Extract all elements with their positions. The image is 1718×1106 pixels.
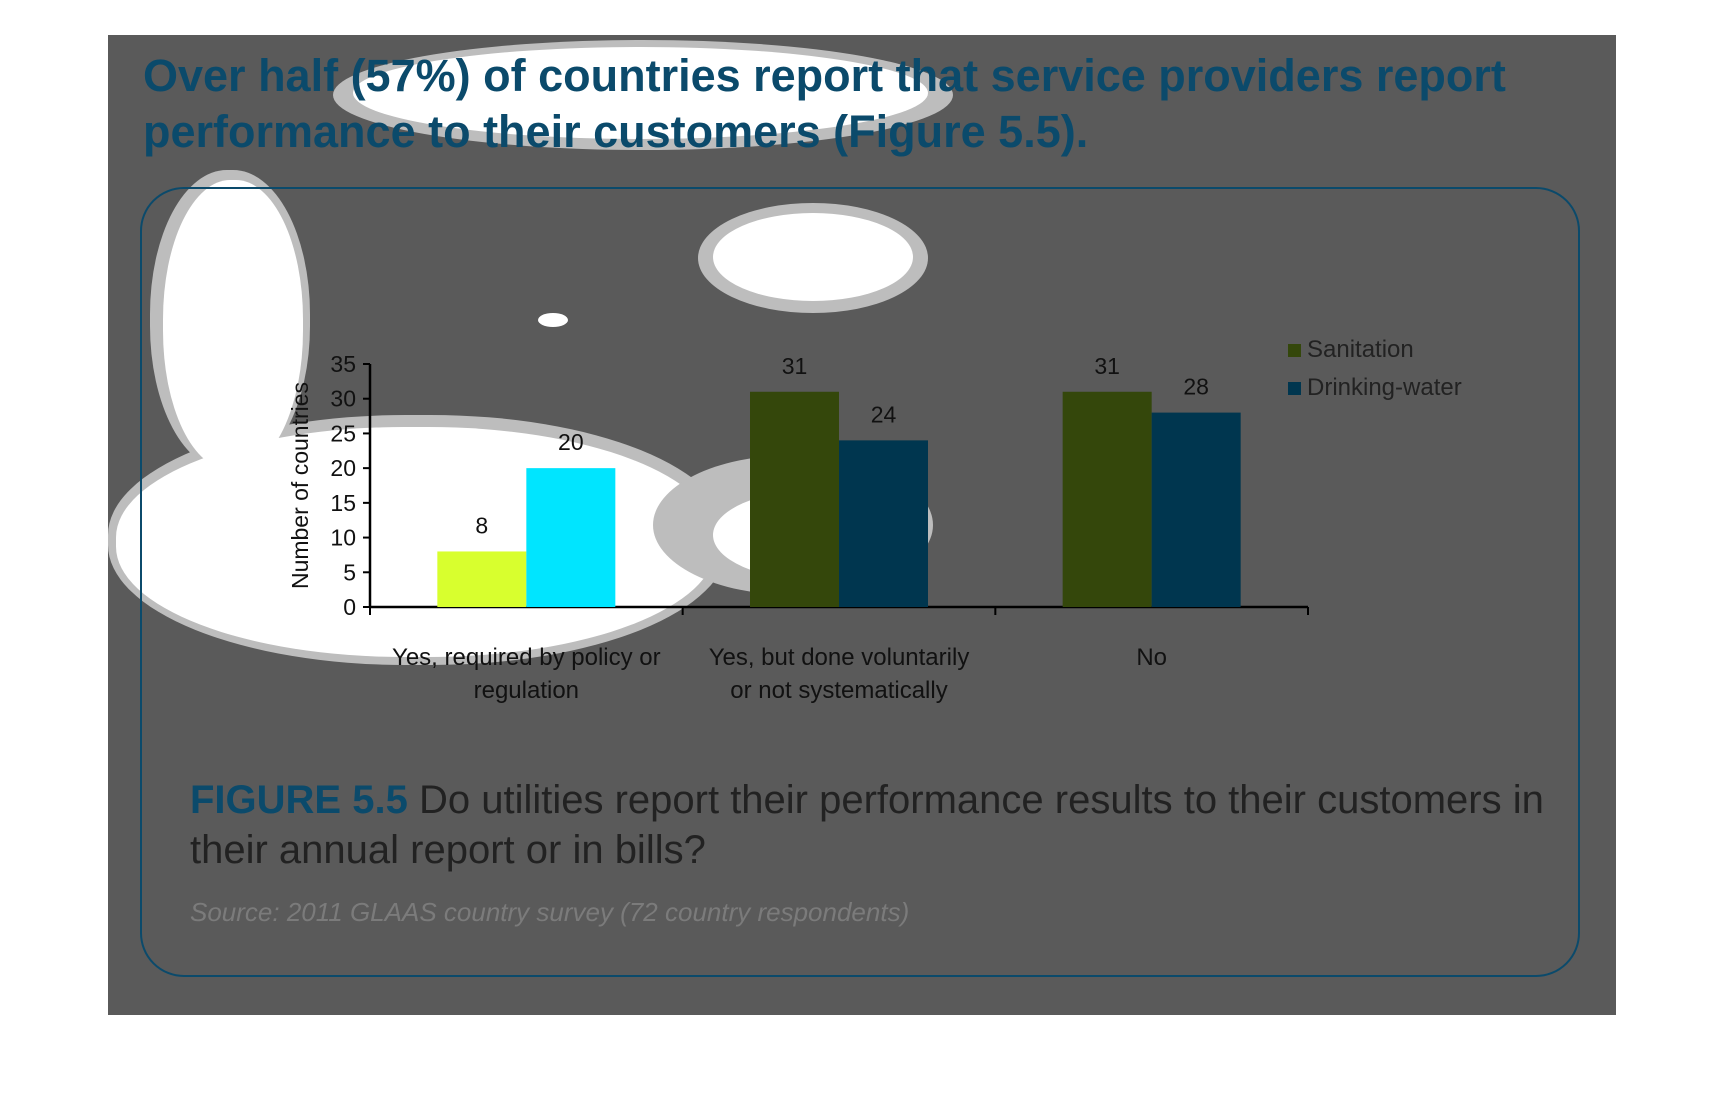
x-category-label: regulation bbox=[474, 677, 579, 704]
x-category-label: Yes, required by policy or bbox=[392, 644, 661, 671]
bar-chart: 0 5 10 15 20 25 30 35 Number of countries 8 20 Yes,… bbox=[287, 351, 1309, 704]
y-tick-label: 30 bbox=[330, 386, 356, 412]
data-label: 28 bbox=[1183, 374, 1209, 400]
x-category-label: Yes, but done voluntarily bbox=[709, 644, 970, 671]
x-category-label: No bbox=[1136, 644, 1167, 671]
y-tick-label: 10 bbox=[330, 525, 356, 551]
legend-swatch-sanitation bbox=[1288, 343, 1301, 357]
headline: Over half (57%) of countries report that… bbox=[143, 50, 1506, 157]
figure-frame bbox=[140, 187, 1580, 977]
highlight-blob bbox=[353, 47, 928, 139]
x-category-label: or not systematically bbox=[730, 677, 947, 704]
y-tick-label: 35 bbox=[330, 351, 356, 377]
slide: Over half (57%) of countries report that… bbox=[108, 35, 1616, 1015]
data-label: 31 bbox=[782, 353, 808, 379]
legend-label-drinking-water: Drinking-water bbox=[1307, 374, 1462, 401]
legend-item-drinking-water: Drinking-water bbox=[1288, 369, 1462, 407]
data-label: 20 bbox=[558, 429, 584, 455]
y-axis-label: Number of countries bbox=[287, 382, 313, 589]
highlight-blob bbox=[163, 180, 303, 470]
figure-caption: FIGURE 5.5 Do utilities report their per… bbox=[190, 775, 1570, 875]
bar-drinking-water-2 bbox=[1151, 412, 1241, 607]
highlight-blob bbox=[713, 213, 913, 301]
y-tick-label: 15 bbox=[330, 490, 356, 516]
highlight-blob bbox=[116, 427, 716, 657]
data-label: 8 bbox=[475, 512, 488, 538]
legend-item-sanitation: Sanitation bbox=[1288, 331, 1462, 369]
highlight-blob bbox=[538, 313, 568, 327]
legend-label-sanitation: Sanitation bbox=[1307, 336, 1414, 363]
y-tick-label: 20 bbox=[330, 455, 356, 481]
bar-sanitation-0 bbox=[437, 551, 527, 607]
y-tick-label: 0 bbox=[343, 594, 356, 620]
bar-sanitation-1 bbox=[750, 391, 839, 607]
bar-drinking-water-1 bbox=[839, 440, 928, 607]
data-label: 24 bbox=[871, 401, 897, 427]
legend-swatch-drinking-water bbox=[1288, 381, 1301, 395]
y-tick-label: 25 bbox=[330, 420, 356, 446]
data-label: 31 bbox=[1094, 353, 1120, 379]
figure-caption-text: Do utilities report their performance re… bbox=[190, 778, 1544, 872]
chart-legend: Sanitation Drinking-water bbox=[1288, 331, 1462, 407]
figure-source: Source: 2011 GLAAS country survey (72 co… bbox=[190, 897, 910, 927]
bar-sanitation-2 bbox=[1062, 391, 1152, 607]
bar-drinking-water-0 bbox=[526, 468, 616, 607]
y-tick-label: 5 bbox=[343, 559, 356, 585]
figure-label: FIGURE 5.5 bbox=[190, 778, 408, 822]
